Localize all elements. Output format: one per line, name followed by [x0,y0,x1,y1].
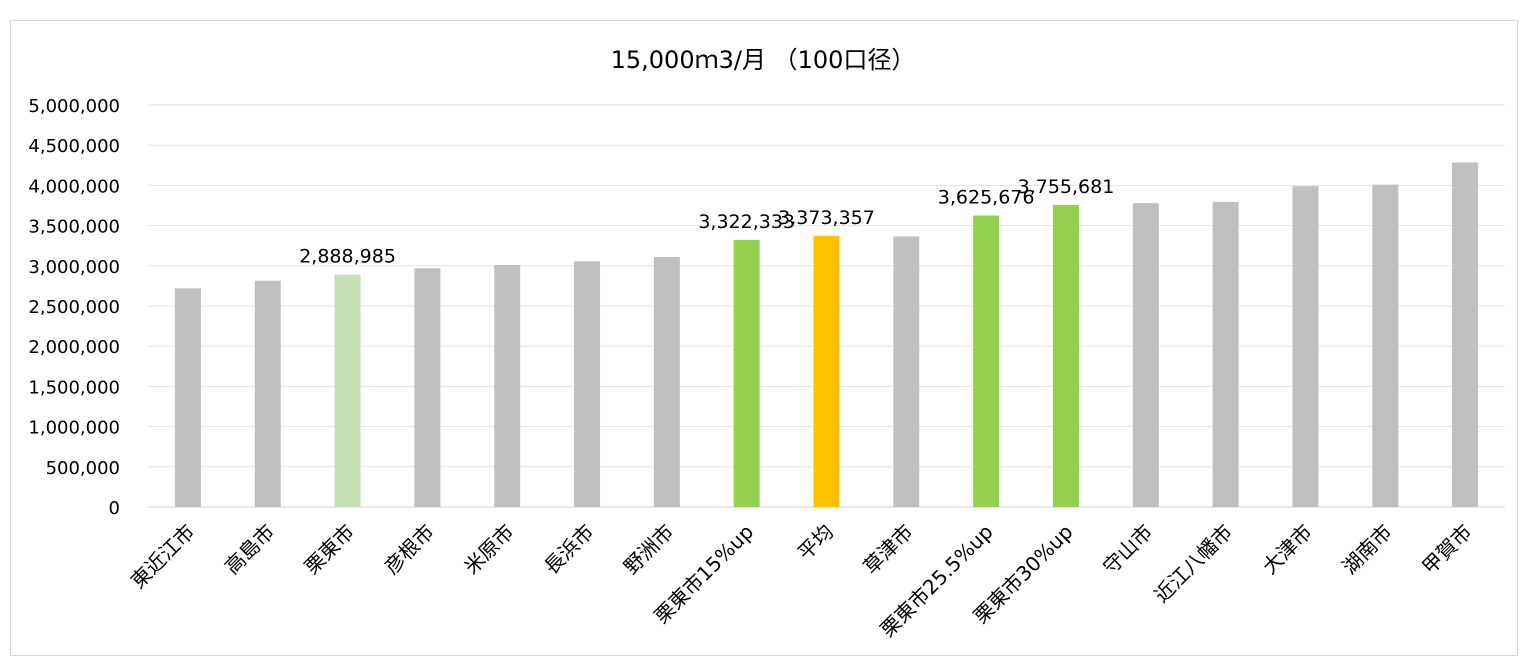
bar [653,256,680,507]
x-tick-label: 高島市 [220,520,279,579]
data-label: 3,322,333 [698,211,795,233]
y-tick-label: 0 [109,498,120,519]
y-tick-label: 1,000,000 [28,418,120,439]
x-tick-label: 湖南市 [1337,520,1396,579]
bar [813,235,840,507]
data-label: 3,625,676 [938,186,1035,208]
y-tick-label: 2,500,000 [28,297,120,318]
y-tick-label: 3,500,000 [28,217,120,238]
bar [1292,186,1319,508]
bar [254,280,281,507]
data-label: 2,888,985 [299,246,396,268]
bar [334,274,361,507]
x-tick-label: 彦根市 [380,520,439,579]
y-tick-label: 4,000,000 [28,176,120,197]
x-tick-label: 近江八幡市 [1149,520,1237,608]
y-tick-label: 1,500,000 [28,377,120,398]
y-tick-label: 500,000 [46,458,120,479]
chart-title: 15,000ｍ3/月 （100口径） [610,46,916,74]
data-label: 3,755,681 [1018,176,1115,198]
x-tick-label: 守山市 [1098,520,1157,579]
x-tick-label: 長浜市 [539,520,598,579]
x-tick-label: 平均 [793,520,838,565]
x-tick-label: 東近江市 [126,520,200,594]
y-tick-label: 4,500,000 [28,136,120,157]
bar [1452,162,1479,507]
x-tick-label: 草津市 [858,520,917,579]
bar [1372,184,1399,507]
bar [1212,201,1239,507]
y-tick-label: 3,000,000 [28,257,120,278]
y-tick-label: 5,000,000 [28,96,120,117]
x-tick-label: 甲賀市 [1417,520,1476,579]
y-tick-label: 2,000,000 [28,337,120,358]
bar [1052,205,1079,507]
bar [893,236,920,508]
bar [973,215,1000,507]
bar [174,288,201,507]
x-tick-label: 米原市 [459,520,518,579]
bar [733,239,760,507]
bar [1132,203,1159,507]
data-label: 3,373,357 [778,207,875,229]
bar [494,264,521,507]
x-tick-label: 野洲市 [619,520,678,579]
bar [574,261,601,507]
x-tick-label: 大津市 [1258,520,1317,579]
bar [414,268,441,507]
x-tick-label: 栗東市 [300,520,359,579]
